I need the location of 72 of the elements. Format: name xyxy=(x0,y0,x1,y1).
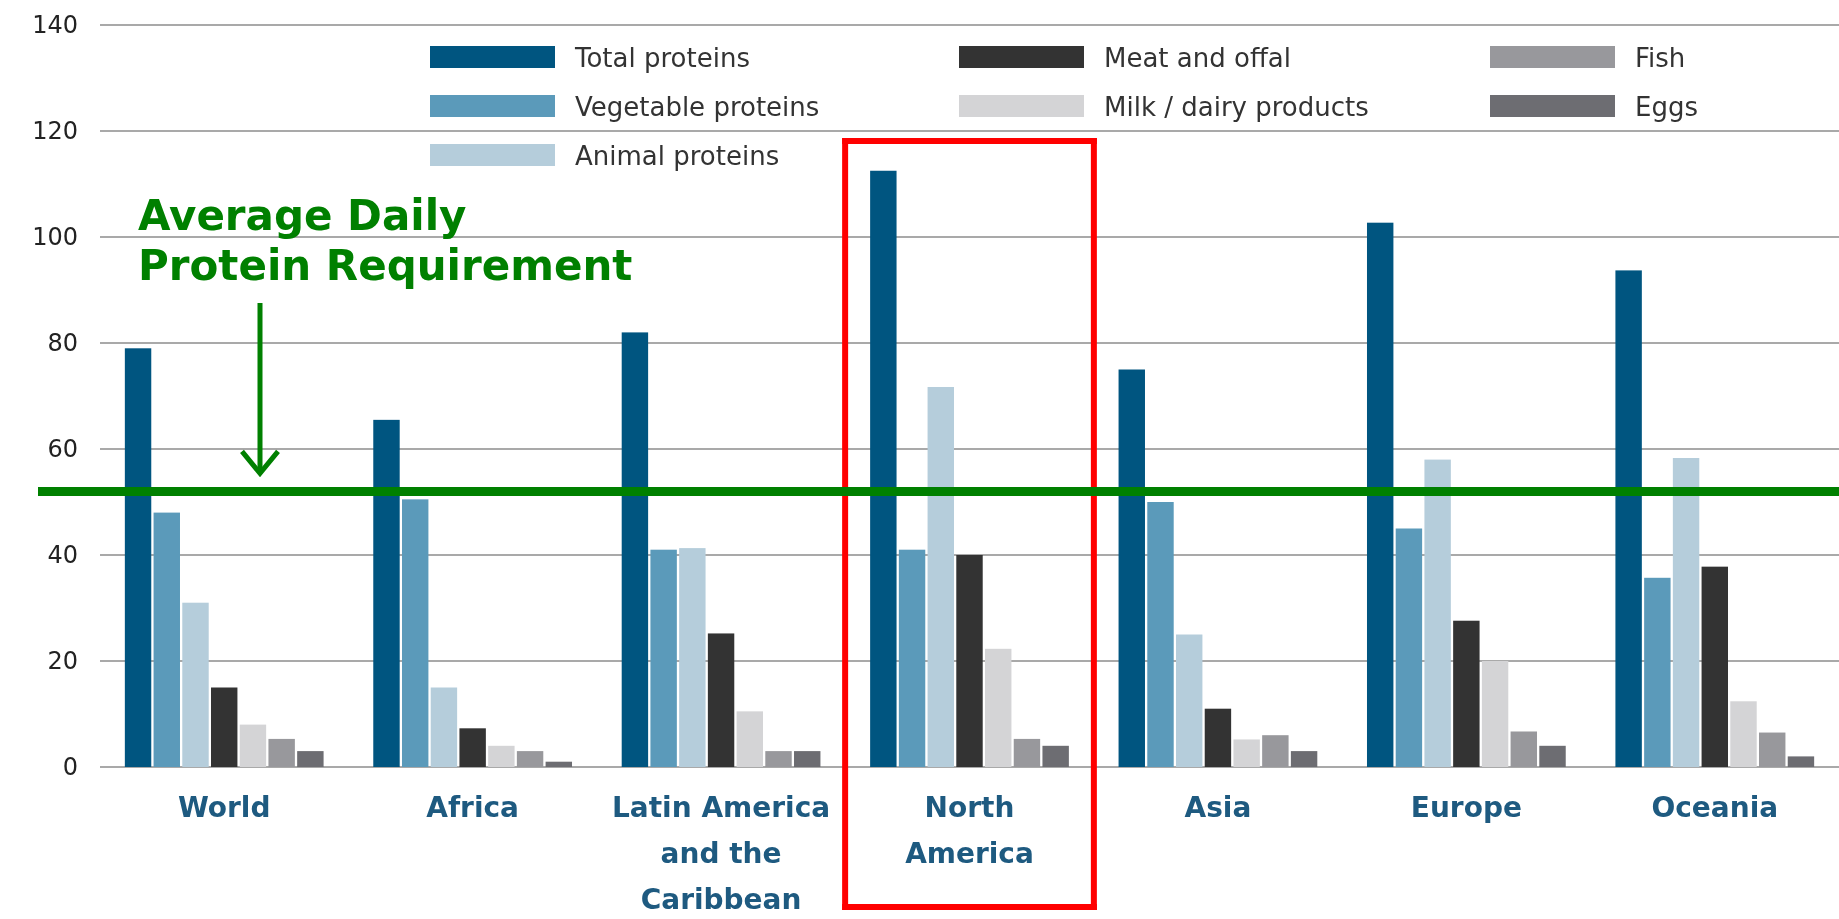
bar xyxy=(1233,739,1260,767)
y-tick-label: 80 xyxy=(47,329,78,358)
bar xyxy=(1290,751,1318,767)
bar xyxy=(985,648,1012,767)
bar xyxy=(239,724,267,767)
bar xyxy=(1453,620,1480,767)
x-tick-label: Asia xyxy=(1184,791,1252,824)
bar xyxy=(870,170,897,767)
bar xyxy=(268,738,295,767)
bar xyxy=(1787,756,1815,767)
bar xyxy=(1262,735,1289,767)
x-tick-label: Oceania xyxy=(1651,791,1779,824)
x-tick-label: Africa xyxy=(426,791,520,824)
bar xyxy=(621,332,649,767)
bar xyxy=(153,512,180,767)
y-tick-label: 60 xyxy=(47,435,78,464)
bar xyxy=(1147,502,1174,767)
legend-label: Milk / dairy products xyxy=(1104,92,1369,122)
bar xyxy=(927,386,954,767)
bar xyxy=(1539,745,1566,767)
bar xyxy=(1176,634,1203,767)
bar xyxy=(1672,458,1700,767)
y-tick-label: 20 xyxy=(47,647,78,676)
legend-label: Meat and offal xyxy=(1104,43,1291,73)
y-tick-label: 140 xyxy=(32,11,78,40)
bar xyxy=(707,633,735,767)
bar xyxy=(1013,738,1041,767)
x-tick-label: Europe xyxy=(1410,791,1522,824)
bar xyxy=(1395,528,1423,767)
bar xyxy=(1730,701,1757,767)
bar xyxy=(1510,731,1538,767)
bar xyxy=(736,711,763,767)
bar xyxy=(1204,708,1232,767)
bar xyxy=(516,751,544,767)
bar xyxy=(1701,566,1728,767)
bar xyxy=(765,751,792,767)
ref-line-label: Average Daily Protein Requirement xyxy=(138,191,633,290)
bar xyxy=(679,548,706,767)
x-tick-label: Latin America and the Caribbean xyxy=(612,791,831,916)
y-tick-label: 120 xyxy=(32,117,78,146)
legend-label: Fish xyxy=(1635,43,1686,73)
bar xyxy=(1481,661,1509,767)
bar xyxy=(794,751,821,767)
y-tick-label: 0 xyxy=(62,753,78,782)
bar xyxy=(459,728,486,767)
bar xyxy=(650,549,677,767)
bar xyxy=(373,419,400,767)
legend-label: Animal proteins xyxy=(575,141,780,171)
bar xyxy=(124,348,152,767)
legend-label: Vegetable proteins xyxy=(575,92,820,122)
bar xyxy=(297,751,324,767)
bar xyxy=(1118,369,1145,767)
bar xyxy=(1366,222,1394,767)
y-tick-label: 100 xyxy=(32,223,78,252)
bar xyxy=(401,499,429,767)
bar xyxy=(182,602,209,767)
bar xyxy=(1615,270,1642,767)
y-tick-label: 40 xyxy=(47,541,78,570)
bar xyxy=(545,761,573,767)
bar xyxy=(898,549,926,767)
bar xyxy=(1644,577,1671,767)
legend-label: Total proteins xyxy=(574,43,750,73)
bar xyxy=(488,745,515,767)
bar xyxy=(211,687,238,767)
bar xyxy=(1042,745,1069,767)
x-tick-label: World xyxy=(177,791,271,824)
bar xyxy=(1424,459,1451,767)
x-tick-label: North America xyxy=(905,791,1034,870)
bar xyxy=(1759,732,1786,767)
bar xyxy=(956,555,983,767)
bar xyxy=(430,687,458,767)
legend-label: Eggs xyxy=(1635,92,1698,122)
